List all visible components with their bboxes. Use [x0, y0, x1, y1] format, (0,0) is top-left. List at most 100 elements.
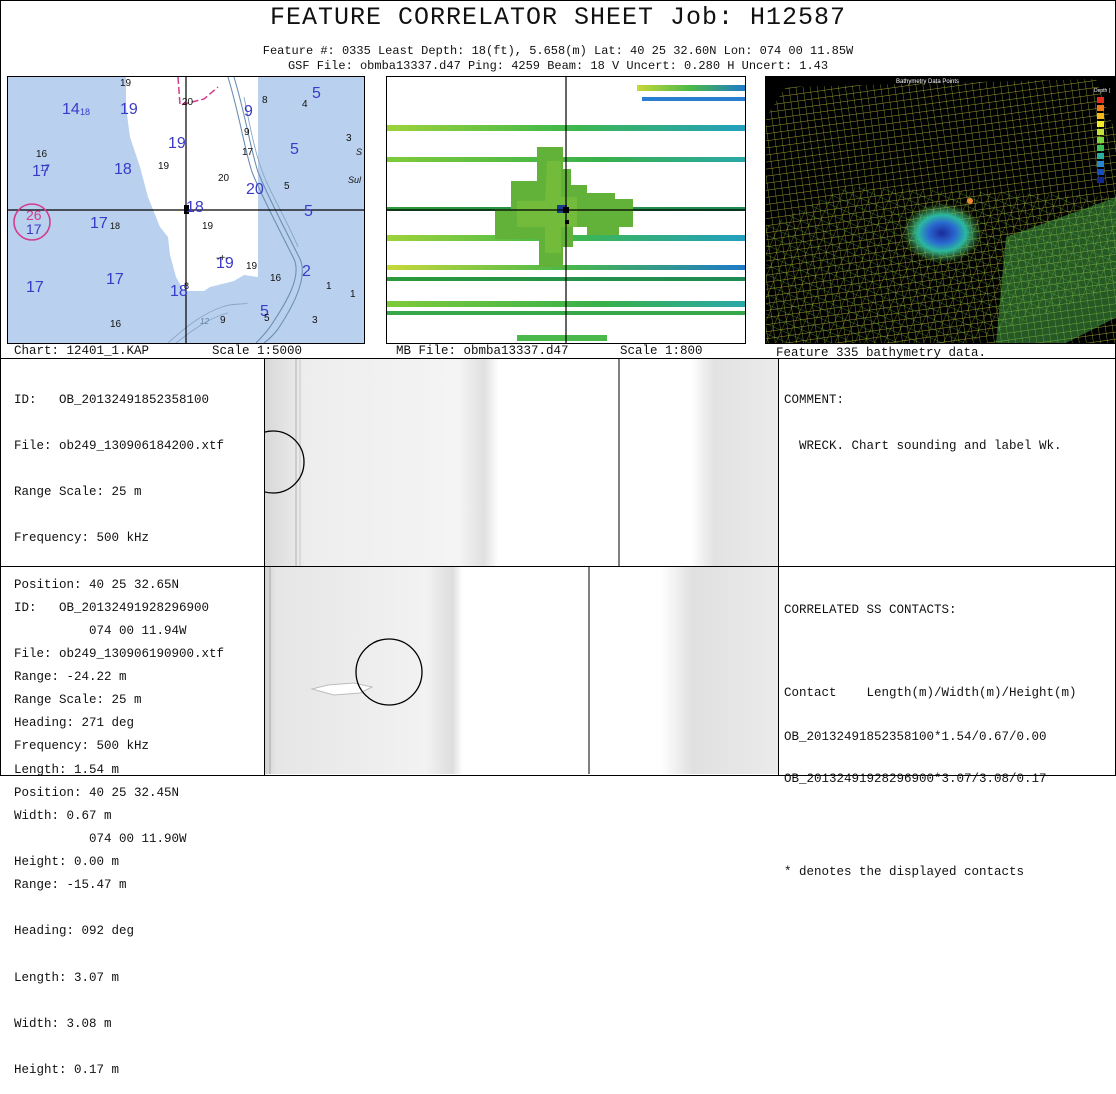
column-divider — [264, 359, 265, 566]
bathymetry-inner-title: Bathymetry Data Points — [896, 79, 960, 85]
contact2-line: Range Scale: 25 m — [14, 693, 142, 708]
depth-legend-swatch — [1097, 113, 1104, 119]
sounding: 19 — [120, 101, 138, 118]
correlated-note: * denotes the displayed contacts — [784, 864, 1025, 879]
sounding: 1 — [326, 281, 332, 292]
contact1-line: Position: 40 25 32.65N — [14, 577, 180, 592]
column-divider — [264, 567, 265, 775]
depth-legend-title: Depth ( — [1094, 88, 1111, 94]
contact1-line: Range Scale: 25 m — [14, 485, 142, 500]
sounding: 5 — [312, 85, 321, 102]
feature-marker: -+- — [216, 253, 229, 264]
sounding: 5 — [304, 203, 313, 220]
sounding: 9 — [220, 315, 226, 326]
depth-legend-swatch — [1097, 121, 1104, 127]
bathymetry-point-cloud — [766, 79, 1116, 343]
sounding: 5 — [284, 181, 290, 192]
sounding-subscript: 18 — [80, 107, 91, 117]
row-divider — [0, 358, 1116, 359]
depth-legend-swatch — [1097, 161, 1104, 167]
sounding: 20 — [182, 97, 194, 108]
sounding: 19 — [120, 78, 132, 89]
sheet-title: FEATURE CORRELATOR SHEET Job: H12587 — [269, 3, 847, 32]
depth-legend-swatch — [1097, 153, 1104, 159]
comment-text: WRECK. Chart sounding and label Wk. — [784, 439, 1062, 454]
comment-box: COMMENT: WRECK. Chart sounding and label… — [784, 362, 1062, 470]
sounding: 17 — [26, 279, 44, 296]
depth-legend-swatch — [1097, 137, 1104, 143]
contact1-circle — [264, 430, 305, 494]
column-divider — [778, 359, 779, 775]
sounding: 20 — [218, 173, 230, 184]
sounding: 16 — [270, 273, 282, 284]
sounding: 19 — [246, 261, 258, 272]
sounding-subscript: 17 — [40, 163, 51, 173]
sounding: 5 — [260, 303, 269, 320]
bathymetry-caption: Feature 335 bathymetry data. — [776, 346, 987, 360]
chart-scale-label: Scale 1:5000 — [212, 344, 303, 358]
contact1-line: Heading: 271 deg — [14, 716, 135, 731]
sounding: 5 — [290, 141, 299, 158]
contact2-line: Width: 3.08 m — [14, 1016, 112, 1031]
nautical-chart-panel: 14 19 19 9 5 5 18 20 18 5 17 2 19 17 17 … — [7, 76, 365, 344]
contact2-line: Heading: 092 deg — [14, 924, 135, 939]
contour-label: 12 — [200, 317, 209, 326]
feature-info-line: Feature #: 0335 Least Depth: 18(ft), 5.6… — [262, 44, 854, 58]
sounding: 18 — [186, 199, 204, 216]
depth-legend-swatch — [1097, 129, 1104, 135]
contact1-line: 074 00 11.94W — [14, 623, 187, 638]
chart-file-label: Chart: 12401_1.KAP — [14, 344, 150, 358]
multibeam-swaths — [387, 77, 745, 343]
contact1-line: File: ob249_130906184200.xtf — [14, 439, 225, 454]
sounding: 3 — [346, 133, 352, 144]
contact1-line: ID: OB_20132491852358100 — [14, 392, 210, 407]
circled-sounding-bottom: 17 — [26, 221, 42, 237]
contact2-line: ID: OB_20132491928296900 — [14, 600, 210, 615]
depth-legend-swatch — [1097, 105, 1104, 111]
sounding: 2 — [302, 263, 311, 280]
correlated-header: Contact Length(m)/Width(m)/Height(m) — [784, 685, 1077, 700]
circled-sounding-top: 26 — [26, 207, 42, 223]
sounding: 19 — [158, 161, 170, 172]
gsf-info-line: GSF File: obmba13337.d47 Ping: 4259 Beam… — [287, 59, 829, 73]
contact2-info: ID: OB_20132491928296900 File: ob249_130… — [14, 570, 224, 1094]
sounding: 18 — [170, 283, 188, 300]
chart-label: Sul — [348, 175, 362, 185]
sounding: 9 — [244, 103, 253, 120]
depth-legend-swatch — [1097, 177, 1104, 183]
chart-label: S — [356, 147, 363, 157]
comment-label: COMMENT: — [784, 392, 845, 407]
sounding: 5 — [264, 313, 270, 324]
sounding: 16 — [36, 149, 48, 160]
sounding: 17 — [90, 215, 108, 232]
nautical-chart-map — [8, 77, 364, 343]
sounding: 8 — [262, 95, 268, 106]
correlated-row: OB_20132491852358100*1.54/0.67/0.00 — [784, 730, 1047, 745]
contact2-line: Length: 3.07 m — [14, 970, 120, 985]
bathymetry-panel: Bathymetry Data Points Depth ( — [765, 76, 1116, 344]
depth-legend-swatch — [1097, 145, 1104, 151]
contact1-line: Frequency: 500 kHz — [14, 531, 150, 546]
correlated-label: CORRELATED SS CONTACTS: — [784, 602, 957, 617]
contact2-line: File: ob249_130906190900.xtf — [14, 647, 225, 662]
contact1-line: Range: -24.22 m — [14, 670, 127, 685]
sounding: 9 — [244, 127, 250, 138]
contact2-line: Range: -15.47 m — [14, 878, 127, 893]
sidescan-image-2 — [264, 567, 778, 774]
mb-scale-label: Scale 1:800 — [620, 344, 703, 358]
sounding: 19 — [168, 135, 186, 152]
multibeam-panel — [386, 76, 746, 344]
sounding: 17 — [106, 271, 124, 288]
sounding: 19 — [216, 255, 234, 272]
sounding: 17 — [242, 147, 254, 158]
contact2-line: Height: 0.17 m — [14, 1063, 120, 1077]
sounding-subscript: 18 — [110, 221, 121, 231]
contact2-line: Position: 40 25 32.45N — [14, 785, 180, 800]
sounding: 3 — [312, 315, 318, 326]
depth-legend-swatch — [1097, 169, 1104, 175]
sounding: 19 — [202, 221, 214, 232]
correlated-contacts-box: CORRELATED SS CONTACTS: Contact Length(m… — [784, 572, 1077, 895]
contact1-line: Length: 1.54 m — [14, 762, 120, 777]
mb-file-label: MB File: obmba13337.d47 — [396, 344, 569, 358]
sounding: 1 — [350, 289, 356, 300]
